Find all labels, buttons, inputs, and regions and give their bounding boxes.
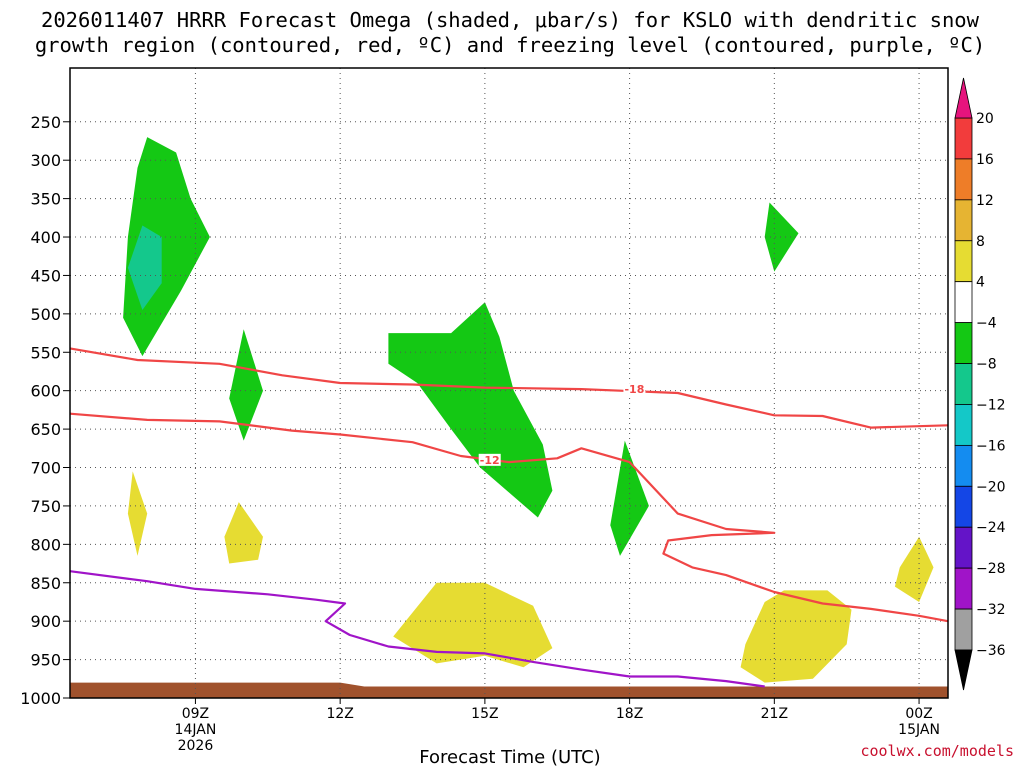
colorbar-label: −28 xyxy=(976,561,1006,577)
colorbar-segment xyxy=(954,485,973,528)
y-tick-label: 900 xyxy=(30,612,61,631)
y-tick-label: 250 xyxy=(30,113,61,132)
terrain-layer xyxy=(70,682,948,698)
y-axis-ticks: 250 300 350 400 450 500 550 600 650 700 750 800 850 9… xyxy=(20,113,70,708)
colorbar-label: 4 xyxy=(976,275,985,291)
colorbar-label: −36 xyxy=(976,643,1006,659)
omega-green-mid xyxy=(388,302,553,518)
omega-teal-upper-left xyxy=(127,225,162,310)
x-tick-label: 21Z xyxy=(761,706,788,722)
x-axis-title: Forecast Time (UTC) xyxy=(419,747,600,768)
colorbar-segment xyxy=(954,608,973,651)
colorbar-segment xyxy=(954,281,973,324)
x-tick-label: 15Z xyxy=(471,706,498,722)
colorbar-segment xyxy=(954,363,973,405)
y-tick-label: 450 xyxy=(30,266,61,285)
colorbar-label: −16 xyxy=(976,438,1006,454)
chart-title: 2026011407 HRRR Forecast Omega (shaded, … xyxy=(35,8,985,57)
y-tick-label: 500 xyxy=(30,305,61,324)
y-tick-label: 700 xyxy=(30,459,61,478)
contour-label-bg xyxy=(478,453,501,466)
contour-label: -12 xyxy=(480,454,500,467)
freezing-level-contour xyxy=(69,570,765,688)
terrain-fill xyxy=(70,682,948,698)
colorbar-segment xyxy=(954,322,973,364)
colorbar-bottom-arrow xyxy=(954,649,973,691)
colorbar-label: −4 xyxy=(976,316,997,332)
colorbar-label: −20 xyxy=(976,479,1006,495)
colorbar-segment xyxy=(954,404,973,446)
plot-frame xyxy=(69,67,949,699)
omega-green-small-21z xyxy=(764,202,799,272)
colorbar-label: 12 xyxy=(976,193,994,209)
omega-yellow-a xyxy=(127,471,148,556)
colorbar-segment xyxy=(954,526,973,569)
colorbar-segment xyxy=(954,199,973,242)
colorbar-label: −8 xyxy=(976,357,997,373)
contour-label: -18 xyxy=(624,383,644,396)
x-tick-year: 2026 xyxy=(178,738,214,754)
y-tick-label: 850 xyxy=(30,574,61,593)
y-tick-label: 350 xyxy=(30,190,61,209)
x-tick-date: 14JAN xyxy=(175,722,217,738)
colorbar-top-arrow xyxy=(954,77,973,119)
y-tick-label: 1000 xyxy=(20,689,61,708)
credit-text: coolwx.com/models xyxy=(860,742,1014,760)
x-tick-date: 15JAN xyxy=(898,722,940,738)
y-tick-label: 750 xyxy=(30,497,61,516)
title-line-1: 2026011407 HRRR Forecast Omega (shaded, … xyxy=(41,8,980,32)
colorbar: 20 16 12 8 4 −4 −8 −12 −16 −20 −24 −28 −32 −36 xyxy=(954,77,1006,691)
omega-yellow-c xyxy=(393,582,553,668)
x-tick-label: 18Z xyxy=(616,706,643,722)
colorbar-segment xyxy=(954,117,973,160)
omega-yellow-b xyxy=(224,502,263,564)
plot-border xyxy=(69,67,949,699)
y-tick-label: 600 xyxy=(30,382,61,401)
y-tick-label: 400 xyxy=(30,228,61,247)
omega-yellow-d xyxy=(740,590,852,683)
colorbar-segment xyxy=(954,240,973,283)
colorbar-label: 8 xyxy=(976,234,985,250)
y-tick-label: 550 xyxy=(30,343,61,362)
x-tick-label: 12Z xyxy=(326,706,353,722)
colorbar-segment xyxy=(954,158,973,201)
omega-shaded-regions xyxy=(123,137,934,683)
colorbar-label: −32 xyxy=(976,602,1006,618)
x-tick-label: 00Z xyxy=(905,706,932,722)
y-tick-label: 950 xyxy=(30,651,61,670)
contour-label-bg xyxy=(623,383,646,396)
x-tick-label: 09Z xyxy=(182,706,209,722)
colorbar-segment xyxy=(954,567,973,610)
y-tick-label: 800 xyxy=(30,535,61,554)
contour-lines: -18 -12 xyxy=(69,347,949,688)
omega-yellow-e xyxy=(894,536,934,602)
dgz-contour-minus12 xyxy=(69,412,949,623)
colorbar-label: 16 xyxy=(976,152,994,168)
colorbar-segment xyxy=(954,444,973,487)
dgz-contour-minus18 xyxy=(69,347,949,429)
colorbar-label: −24 xyxy=(976,520,1006,536)
title-line-2: growth region (contoured, red, ºC) and f… xyxy=(35,33,985,57)
omega-green-small-10z xyxy=(229,329,263,441)
y-tick-label: 650 xyxy=(30,420,61,439)
colorbar-label: 20 xyxy=(976,111,994,127)
y-tick-label: 300 xyxy=(30,151,61,170)
colorbar-label: −12 xyxy=(976,397,1006,413)
